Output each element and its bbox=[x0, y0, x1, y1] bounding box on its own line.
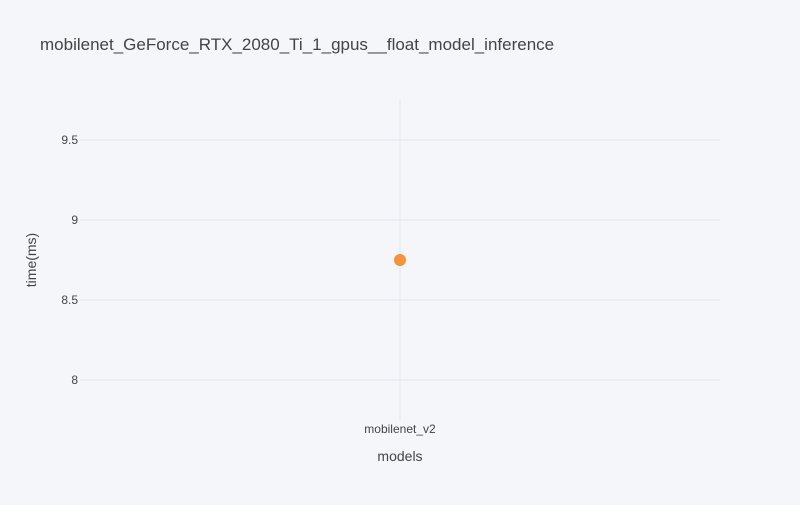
x-tick-labels: mobilenet_v2 bbox=[364, 422, 436, 436]
y-tick-label: 8.5 bbox=[61, 293, 78, 307]
x-axis-title: models bbox=[377, 448, 422, 464]
y-tick-labels: 8 8.5 9 9.5 bbox=[61, 133, 78, 387]
data-points bbox=[394, 254, 406, 266]
y-tick-label: 9.5 bbox=[61, 133, 78, 147]
x-tick-label: mobilenet_v2 bbox=[364, 422, 436, 436]
y-tick-label: 9 bbox=[71, 213, 78, 227]
chart-title: mobilenet_GeForce_RTX_2080_Ti_1_gpus__fl… bbox=[40, 35, 554, 54]
y-axis-title: time(ms) bbox=[23, 233, 39, 287]
gridlines bbox=[80, 100, 720, 420]
data-point[interactable] bbox=[394, 254, 406, 266]
y-tick-label: 8 bbox=[71, 373, 78, 387]
